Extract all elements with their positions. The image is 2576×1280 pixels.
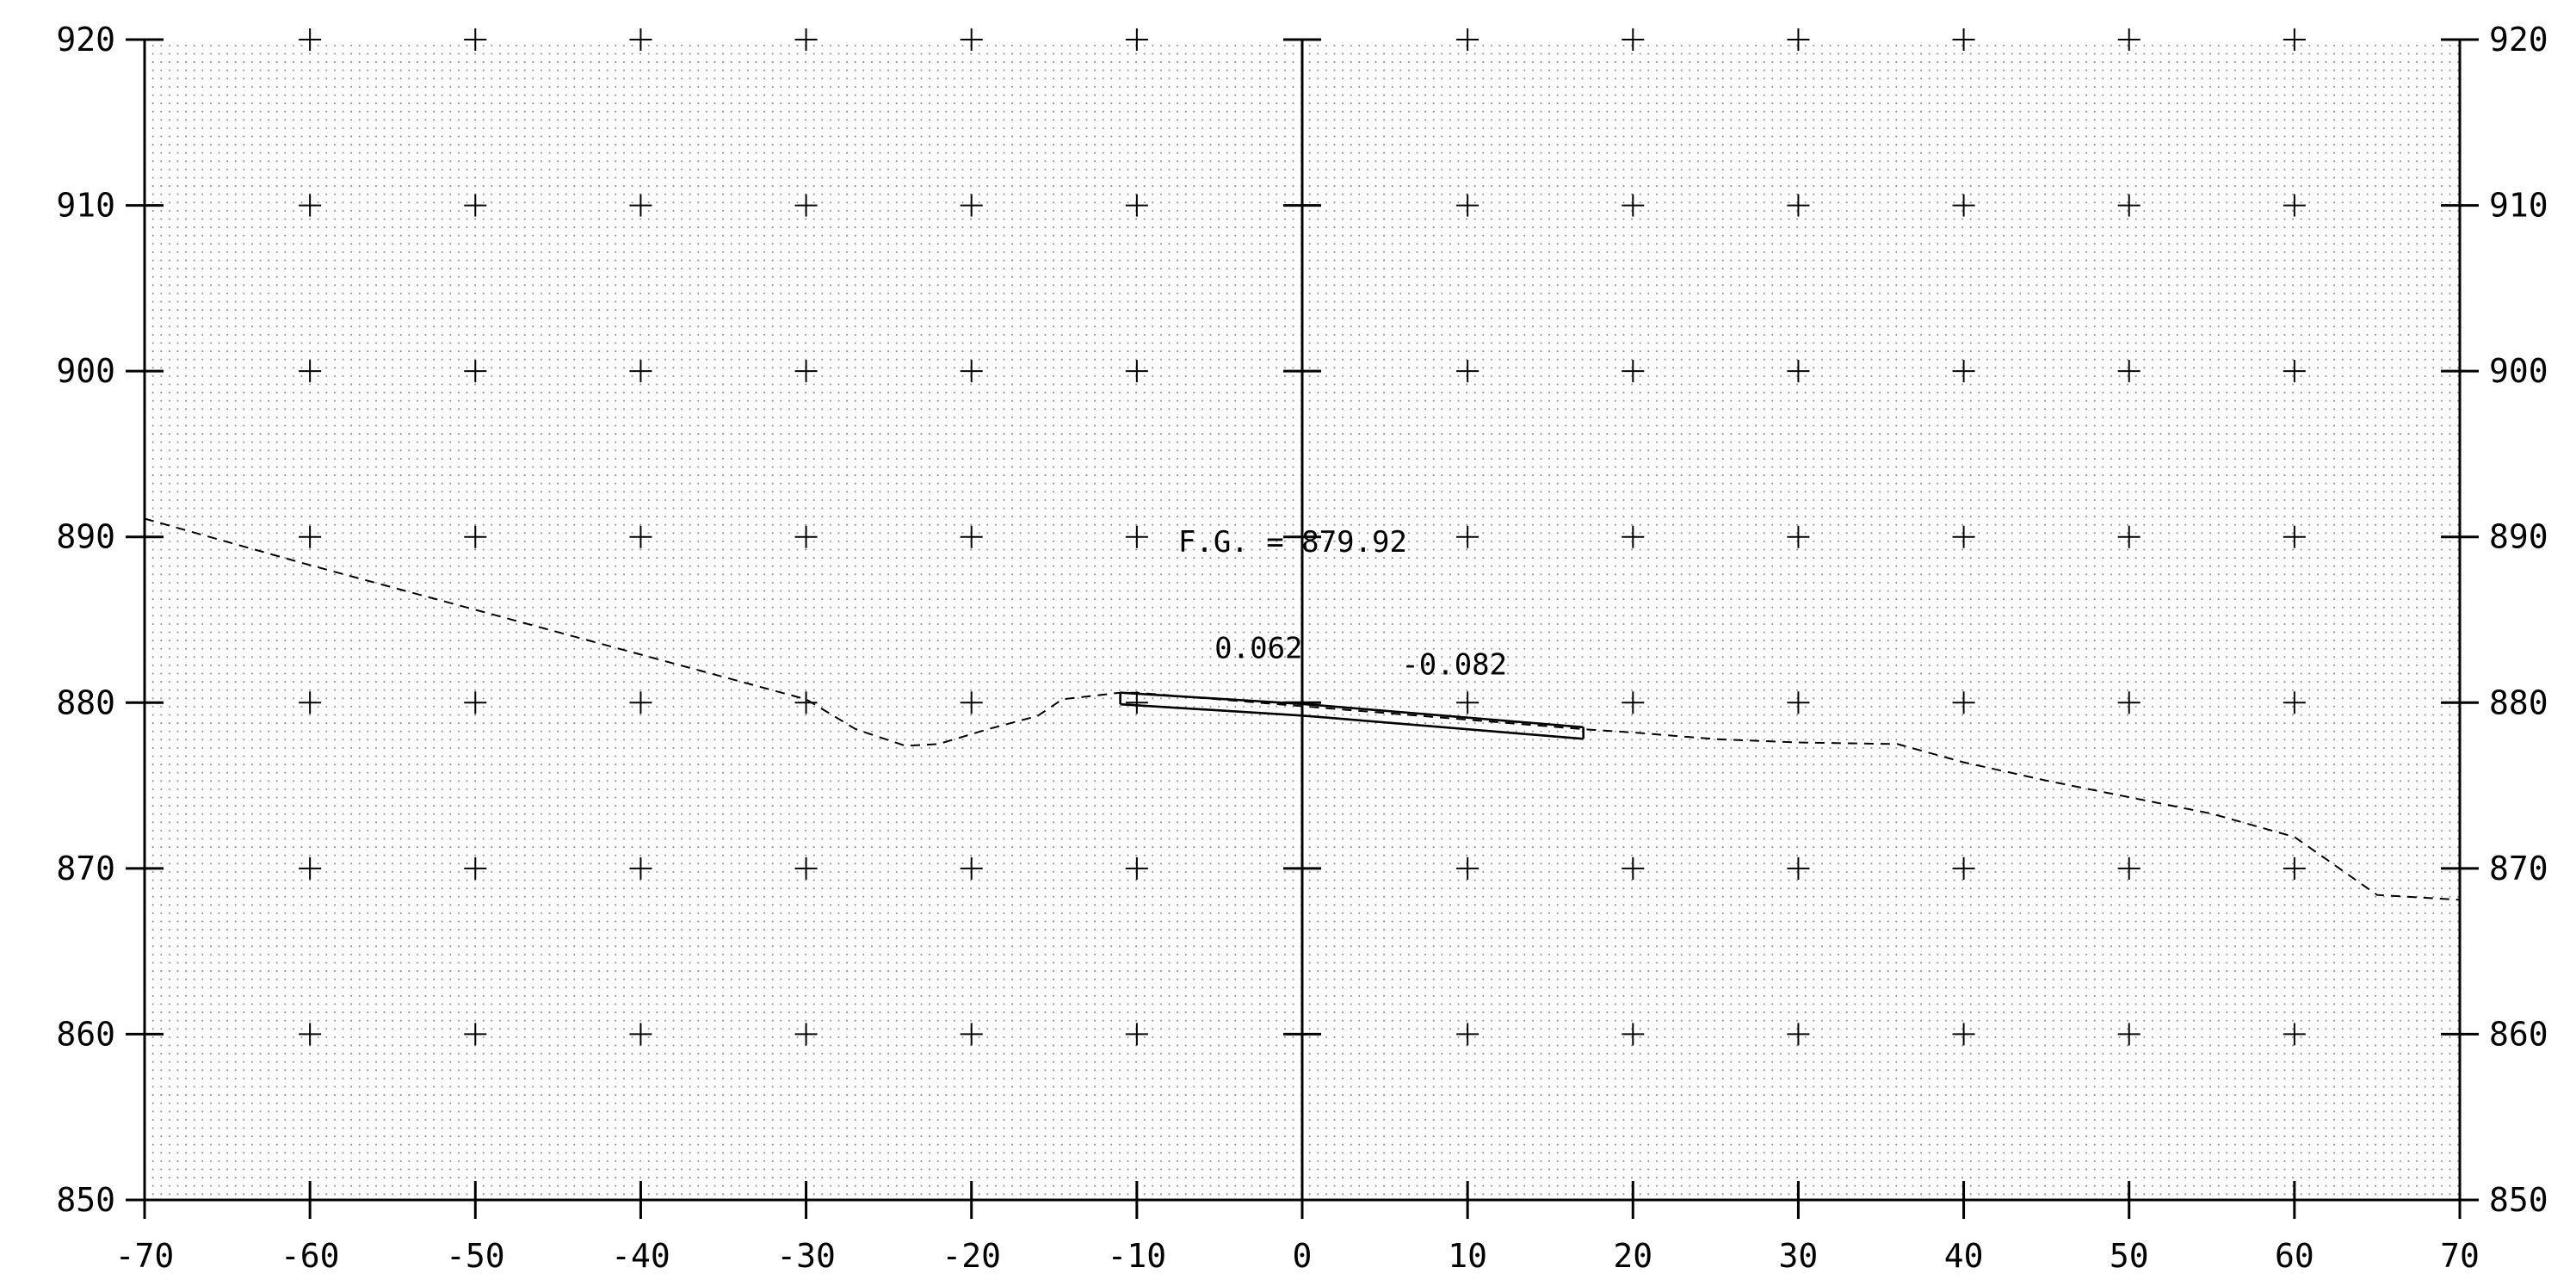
x-tick-label: 30 xyxy=(1779,1237,1819,1275)
x-tick-label: -10 xyxy=(1108,1237,1167,1275)
y-tick-label-left: 860 xyxy=(56,1015,115,1053)
y-tick-label-right: 920 xyxy=(2489,21,2548,59)
x-tick-label: 20 xyxy=(1613,1237,1652,1275)
x-tick-label: -30 xyxy=(776,1237,836,1275)
y-tick-label-right: 870 xyxy=(2489,850,2548,887)
y-tick-label-right: 880 xyxy=(2489,683,2548,721)
annotations: F.G. = 879.92 0.062 -0.082 xyxy=(1178,525,1507,683)
y-tick-label-left: 870 xyxy=(56,850,115,887)
y-tick-label-right: 900 xyxy=(2489,352,2548,390)
x-tick-label: 60 xyxy=(2275,1237,2314,1275)
y-tick-label-left: 910 xyxy=(56,187,115,225)
y-tick-label-left: 880 xyxy=(56,683,115,721)
x-tick-label: 10 xyxy=(1448,1237,1487,1275)
x-tick-label: -40 xyxy=(611,1237,670,1275)
y-tick-label-right: 910 xyxy=(2489,187,2548,225)
y-tick-label-left: 850 xyxy=(56,1181,115,1219)
annotation-1: 0.062 xyxy=(1214,631,1302,665)
y-tick-label-right: 890 xyxy=(2489,518,2548,556)
x-tick-label: -70 xyxy=(115,1237,175,1275)
x-tick-label: -60 xyxy=(281,1237,340,1275)
y-tick-label-left: 890 xyxy=(56,518,115,556)
grid-crosses xyxy=(299,28,2306,1046)
existing-ground-line xyxy=(144,517,2461,901)
annotation-2: -0.082 xyxy=(1401,648,1507,683)
y-tick-label-right: 850 xyxy=(2489,1181,2548,1219)
x-tick-label: 0 xyxy=(1293,1237,1313,1275)
x-tick-label: 40 xyxy=(1944,1237,1984,1275)
series-group xyxy=(144,517,2461,901)
y-tick-label-left: 920 xyxy=(56,21,115,59)
y-tick-label-left: 900 xyxy=(56,352,115,390)
tick-labels: 850 850 860 860 870 870 880 880 890 890 900 900 910 9… xyxy=(56,21,2548,1275)
x-tick-label: -50 xyxy=(446,1237,505,1275)
axes xyxy=(126,38,2479,1219)
x-tick-label: 70 xyxy=(2440,1237,2480,1275)
x-tick-label: 50 xyxy=(2110,1237,2149,1275)
annotation-0: F.G. = 879.92 xyxy=(1178,525,1407,560)
grade-line-1 xyxy=(1120,691,1584,729)
y-tick-label-right: 860 xyxy=(2489,1015,2548,1053)
x-tick-label: -20 xyxy=(942,1237,1001,1275)
grade-line-2 xyxy=(1120,702,1584,740)
